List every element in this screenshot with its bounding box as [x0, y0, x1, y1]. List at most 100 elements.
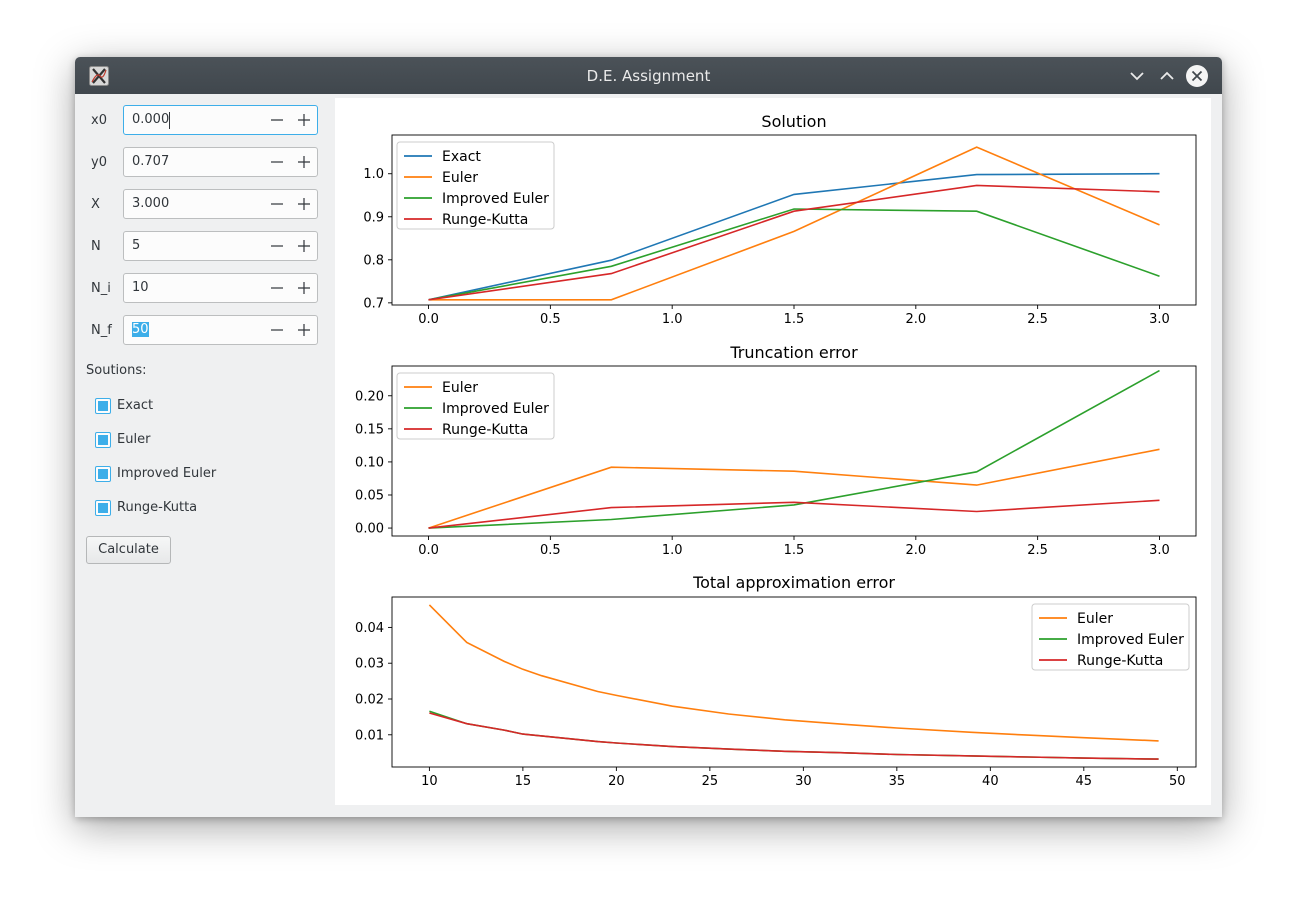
legend-box	[396, 141, 555, 230]
close-icon[interactable]	[1185, 64, 1209, 88]
y-tick-label: 0.9	[363, 210, 384, 225]
series-line-2	[429, 712, 1159, 760]
y-tick-label: 0.05	[355, 488, 384, 503]
plus-icon[interactable]	[296, 154, 312, 170]
legend-label: Improved Euler	[1077, 632, 1184, 648]
y-tick-label: 0.00	[355, 522, 384, 537]
y-tick-label: 0.15	[355, 422, 384, 437]
y-tick-label: 0.10	[355, 455, 384, 470]
euler-checkbox-row[interactable]: Euler	[95, 431, 315, 451]
exact-checkbox[interactable]	[95, 398, 111, 414]
y-tick-label: 0.02	[355, 693, 384, 708]
X-spinbox[interactable]: 3.000	[123, 189, 318, 219]
exact-checkbox-label[interactable]: Exact	[117, 398, 154, 413]
y-tick-label: 0.03	[355, 657, 384, 672]
x-tick-label: 3.0	[1149, 312, 1170, 327]
plus-icon[interactable]	[296, 238, 312, 254]
improved-euler-checkbox-row[interactable]: Improved Euler	[95, 465, 315, 485]
euler-checkbox-label[interactable]: Euler	[117, 432, 151, 447]
N_f-spinbox[interactable]: 50	[123, 315, 318, 345]
x-tick-label: 40	[982, 774, 999, 789]
y0-value[interactable]: 0.707	[132, 154, 170, 169]
title-bar: D.E. Assignment	[75, 57, 1222, 94]
x-tick-label: 10	[421, 774, 438, 789]
maximize-icon[interactable]	[1155, 64, 1179, 88]
minus-icon[interactable]	[269, 112, 285, 128]
N_i-row: N_i 10	[75, 273, 335, 307]
minus-icon[interactable]	[269, 238, 285, 254]
legend-label: Improved Euler	[442, 191, 549, 207]
runge-kutta-checkbox-row[interactable]: Runge-Kutta	[95, 499, 315, 519]
y0-spinbox[interactable]: 0.707	[123, 147, 318, 177]
x-tick-label: 2.5	[1027, 312, 1048, 327]
chart-2: Total approximation error 10 15 20 25 30 35 40 4…	[355, 573, 1197, 789]
x0-value[interactable]: 0.000	[132, 112, 170, 127]
runge-kutta-checkbox-label[interactable]: Runge-Kutta	[117, 500, 198, 515]
improved-euler-checkbox-label[interactable]: Improved Euler	[117, 466, 217, 481]
x-tick-label: 0.5	[540, 312, 561, 327]
X-value[interactable]: 3.000	[132, 196, 170, 211]
N-row: N 5	[75, 231, 335, 265]
series-line-0	[428, 604, 1159, 742]
minus-icon[interactable]	[269, 154, 285, 170]
plus-icon[interactable]	[296, 196, 312, 212]
N_i-spinbox[interactable]: 10	[123, 273, 318, 303]
app-window: D.E. Assignment x0 0.000 y0 0.707 X	[75, 57, 1222, 817]
solutions-label: Soutions:	[86, 363, 147, 378]
x-tick-label: 25	[702, 774, 719, 789]
x-tick-label: 15	[515, 774, 532, 789]
N-label: N	[91, 239, 101, 254]
axes-frame	[391, 596, 1197, 768]
calculate-button[interactable]: Calculate	[86, 536, 171, 564]
plus-icon[interactable]	[296, 280, 312, 296]
x-tick-label: 50	[1169, 774, 1186, 789]
x-tick-label: 2.5	[1027, 543, 1048, 558]
legend-box	[396, 372, 555, 440]
legend-box	[1031, 603, 1190, 671]
x0-row: x0 0.000	[75, 105, 335, 139]
y-tick-label: 0.8	[363, 253, 384, 268]
euler-checkbox[interactable]	[95, 432, 111, 448]
chart-0: Solution 0.0 0.5 1.0 1.5 2.0 2.5 3.0 0.7 0.8 0.9 1.…	[363, 112, 1197, 327]
minus-icon[interactable]	[269, 322, 285, 338]
y-tick-label: 1.0	[363, 167, 384, 182]
check-indicator	[98, 503, 108, 513]
legend-label: Euler	[1077, 611, 1113, 627]
plus-icon[interactable]	[296, 112, 312, 128]
N-value[interactable]: 5	[132, 238, 141, 253]
x-tick-label: 0.0	[418, 543, 439, 558]
chart-1: Truncation error 0.0 0.5 1.0 1.5 2.0 2.5 3.0 0.0…	[355, 343, 1197, 558]
improved-euler-checkbox[interactable]	[95, 466, 111, 482]
y-tick-label: 0.01	[355, 728, 384, 743]
y-tick-label: 0.20	[355, 389, 384, 404]
runge-kutta-checkbox[interactable]	[95, 500, 111, 516]
chart-title: Total approximation error	[692, 573, 895, 592]
check-indicator	[98, 469, 108, 479]
minus-icon[interactable]	[269, 280, 285, 296]
legend-label: Runge-Kutta	[442, 422, 528, 438]
plus-icon[interactable]	[296, 322, 312, 338]
minus-icon[interactable]	[269, 196, 285, 212]
exact-checkbox-row[interactable]: Exact	[95, 397, 315, 417]
series-line-0	[428, 172, 1160, 301]
app-icon	[89, 66, 109, 86]
N_f-label: N_f	[91, 323, 112, 338]
x-tick-label: 0.0	[418, 312, 439, 327]
y0-label: y0	[91, 155, 107, 170]
x-tick-label: 3.0	[1149, 543, 1170, 558]
legend-label: Exact	[442, 149, 481, 165]
N_f-value[interactable]: 50	[132, 322, 149, 337]
N-spinbox[interactable]: 5	[123, 231, 318, 261]
series-line-3	[428, 184, 1160, 301]
x-tick-label: 1.0	[662, 543, 683, 558]
N_i-value[interactable]: 10	[132, 280, 149, 295]
legend-label: Euler	[442, 380, 478, 396]
x-tick-label: 1.5	[784, 312, 805, 327]
y-tick-label: 0.7	[363, 296, 384, 311]
minimize-icon[interactable]	[1125, 64, 1149, 88]
series-line-1	[428, 146, 1160, 301]
x0-spinbox[interactable]: 0.000	[123, 105, 318, 135]
chart-title: Truncation error	[729, 343, 858, 362]
series-line-2	[428, 208, 1160, 301]
legend-label: Runge-Kutta	[442, 212, 528, 228]
